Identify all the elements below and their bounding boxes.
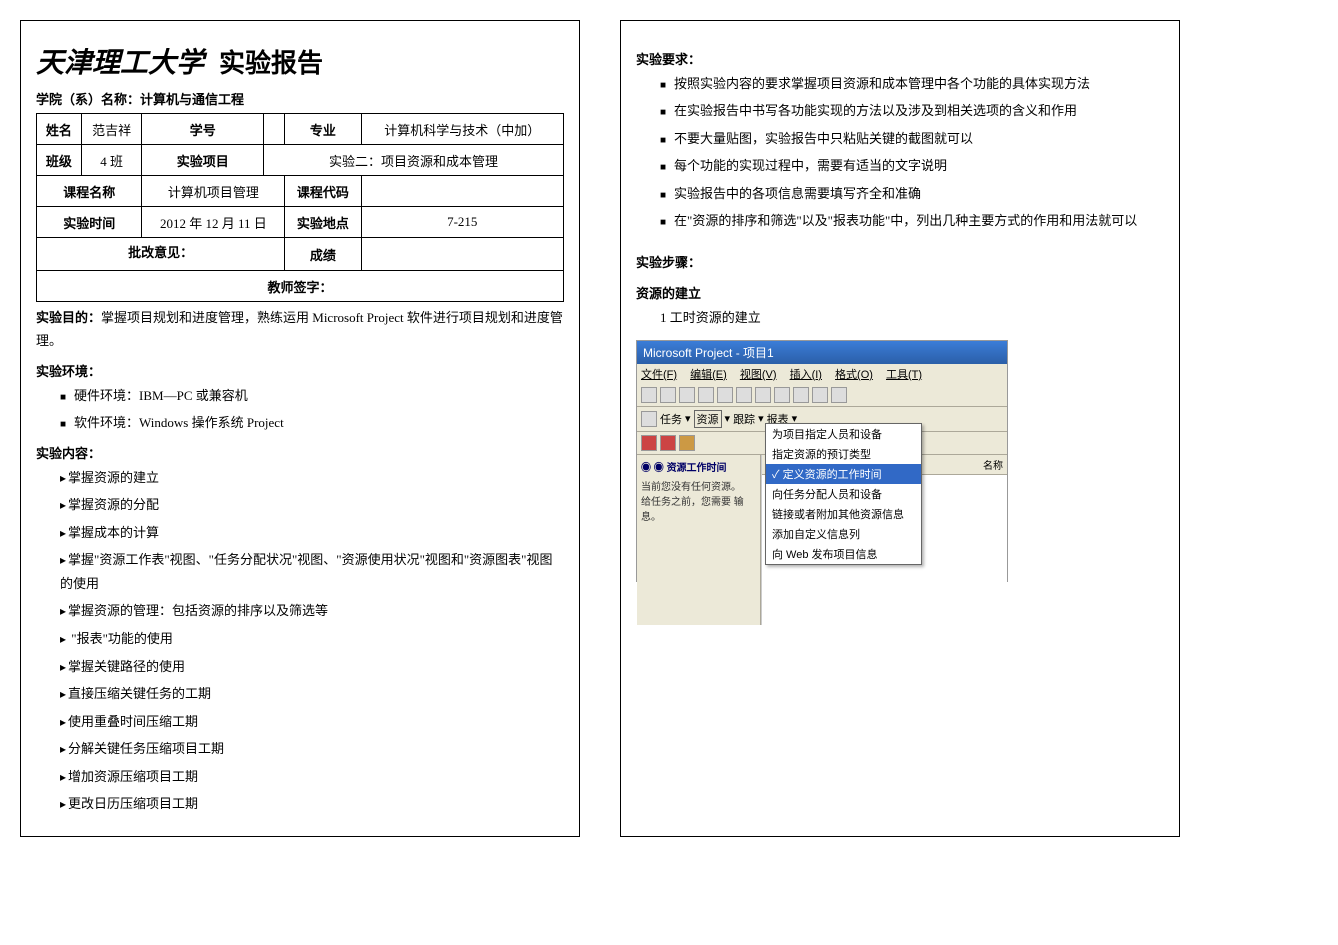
value-course: 计算机项目管理 xyxy=(142,176,285,207)
label-grade: 成绩 xyxy=(285,238,361,271)
toolbar-icon[interactable] xyxy=(641,387,657,403)
content-item: 直接压缩关键任务的工期 xyxy=(36,682,564,706)
value-major: 计算机科学与技术（中加） xyxy=(361,114,563,145)
content-item: 掌握资源的管理：包括资源的排序以及筛选等 xyxy=(36,599,564,623)
toolbar-icon[interactable] xyxy=(660,435,676,451)
tab-track[interactable]: 跟踪 xyxy=(733,411,755,427)
dropdown-item[interactable]: 添加自定义信息列 xyxy=(766,524,921,544)
req-item: 在实验报告中书写各功能实现的方法以及涉及到相关选项的含义和作用 xyxy=(636,99,1164,122)
content-item: 掌握资源的建立 xyxy=(36,466,564,490)
toolbar-icon[interactable] xyxy=(679,435,695,451)
content-item: 分解关键任务压缩项目工期 xyxy=(36,737,564,761)
dropdown-item[interactable]: 链接或者附加其他资源信息 xyxy=(766,504,921,524)
label-loc: 实验地点 xyxy=(285,207,361,238)
content-item: 掌握成本的计算 xyxy=(36,521,564,545)
value-name: 范吉祥 xyxy=(81,114,142,145)
toolbar-icon[interactable] xyxy=(812,387,828,403)
label-time: 实验时间 xyxy=(37,207,142,238)
resource-sub: 1 工时资源的建立 xyxy=(636,306,1164,329)
env-item: 软件环境：Windows 操作系统 Project xyxy=(36,411,564,434)
steps-label: 实验步骤： xyxy=(636,252,1164,271)
value-loc: 7-215 xyxy=(361,207,563,238)
req-label: 实验要求： xyxy=(636,49,1164,68)
dropdown-item-selected[interactable]: ✓ 定义资源的工作时间 xyxy=(766,464,921,484)
resource-label: 资源的建立 xyxy=(636,283,1164,302)
sidebar-title: 资源工作时间 xyxy=(667,463,727,474)
value-time: 2012 年 12 月 11 日 xyxy=(142,207,285,238)
toolbar-icon[interactable] xyxy=(641,411,657,427)
window-title: Microsoft Project - 项目1 xyxy=(637,341,1007,364)
exp-purpose: 实验目的：掌握项目规划和进度管理，熟练运用 Microsoft Project … xyxy=(36,306,564,353)
content-item: 掌握关键路径的使用 xyxy=(36,655,564,679)
purpose-label: 实验目的： xyxy=(36,310,101,325)
value-code xyxy=(361,176,563,207)
page-right: 实验要求： 按照实验内容的要求掌握项目资源和成本管理中各个功能的具体实现方法 在… xyxy=(620,20,1180,837)
ms-project-screenshot: Microsoft Project - 项目1 文件(F) 编辑(E) 视图(V… xyxy=(636,340,1008,582)
label-major: 专业 xyxy=(285,114,361,145)
menu-format[interactable]: 格式(O) xyxy=(835,369,873,381)
menu-tools[interactable]: 工具(T) xyxy=(886,369,922,381)
report-header: 天津理工大学 实验报告 xyxy=(36,41,564,81)
label-exp: 实验项目 xyxy=(142,145,263,176)
purpose-text: 掌握项目规划和进度管理，熟练运用 Microsoft Project 软件进行项… xyxy=(36,310,563,348)
value-id xyxy=(263,114,284,145)
content-item: 掌握资源的分配 xyxy=(36,493,564,517)
info-table: 姓名 范吉祥 学号 专业 计算机科学与技术（中加） 班级 4 班 实验项目 实验… xyxy=(36,113,564,302)
toolbar-icon[interactable] xyxy=(793,387,809,403)
teacher-sign: 教师签字： xyxy=(37,271,564,302)
content-item: 增加资源压缩项目工期 xyxy=(36,765,564,789)
value-exp: 实验二：项目资源和成本管理 xyxy=(263,145,563,176)
tab-resource[interactable]: 资源 xyxy=(694,410,722,428)
toolbar-icon[interactable] xyxy=(698,387,714,403)
label-feedback: 批改意见： xyxy=(37,238,285,271)
report-title: 实验报告 xyxy=(219,43,323,80)
toolbar-icon[interactable] xyxy=(755,387,771,403)
value-class: 4 班 xyxy=(81,145,142,176)
content-item: 掌握"资源工作表"视图、"任务分配状况"视图、"资源使用状况"视图和"资源图表"… xyxy=(36,548,564,595)
req-item: 不要大量贴图，实验报告中只粘贴关键的截图就可以 xyxy=(636,127,1164,150)
content-item: 更改日历压缩项目工期 xyxy=(36,792,564,816)
dropdown-item[interactable]: 向任务分配人员和设备 xyxy=(766,484,921,504)
label-course: 课程名称 xyxy=(37,176,142,207)
menu-file[interactable]: 文件(F) xyxy=(641,369,677,381)
menu-insert[interactable]: 插入(I) xyxy=(790,369,822,381)
req-item: 实验报告中的各项信息需要填写齐全和准确 xyxy=(636,182,1164,205)
env-label: 实验环境： xyxy=(36,361,564,380)
req-item: 每个功能的实现过程中，需要有适当的文字说明 xyxy=(636,154,1164,177)
dropdown-item[interactable]: 指定资源的预订类型 xyxy=(766,444,921,464)
content-item: "报表"功能的使用 xyxy=(36,627,564,651)
value-grade xyxy=(361,238,563,271)
label-code: 课程代码 xyxy=(285,176,361,207)
toolbar-icon[interactable] xyxy=(774,387,790,403)
university-name: 天津理工大学 xyxy=(36,41,204,81)
sidebar-panel: ◉ ◉ 资源工作时间 当前您没有任何资源。 给任务之前，您需要 输息。 xyxy=(637,455,761,625)
tab-task[interactable]: 任务 xyxy=(660,411,682,427)
content-label: 实验内容： xyxy=(36,443,564,462)
req-item: 按照实验内容的要求掌握项目资源和成本管理中各个功能的具体实现方法 xyxy=(636,72,1164,95)
toolbar-icons[interactable] xyxy=(637,384,1007,407)
dropdown-item[interactable]: 为项目指定人员和设备 xyxy=(766,424,921,444)
menu-edit[interactable]: 编辑(E) xyxy=(690,369,727,381)
sidebar-text: 给任务之前，您需要 输息。 xyxy=(641,493,756,523)
toolbar-icon[interactable] xyxy=(736,387,752,403)
label-id: 学号 xyxy=(142,114,263,145)
resource-dropdown[interactable]: 为项目指定人员和设备 指定资源的预订类型 ✓ 定义资源的工作时间 向任务分配人员… xyxy=(765,423,922,565)
dropdown-item[interactable]: 向 Web 发布项目信息 xyxy=(766,544,921,564)
toolbar-icon[interactable] xyxy=(660,387,676,403)
toolbar-icon[interactable] xyxy=(641,435,657,451)
menubar[interactable]: 文件(F) 编辑(E) 视图(V) 插入(I) 格式(O) 工具(T) xyxy=(637,364,1007,384)
page-left: 天津理工大学 实验报告 学院（系）名称：计算机与通信工程 姓名 范吉祥 学号 专… xyxy=(20,20,580,837)
toolbar-icon[interactable] xyxy=(679,387,695,403)
label-class: 班级 xyxy=(37,145,82,176)
toolbar-icon[interactable] xyxy=(831,387,847,403)
content-item: 使用重叠时间压缩工期 xyxy=(36,710,564,734)
env-item: 硬件环境：IBM—PC 或兼容机 xyxy=(36,384,564,407)
req-item: 在"资源的排序和筛选"以及"报表功能"中，列出几种主要方式的作用和用法就可以 xyxy=(636,209,1164,232)
menu-view[interactable]: 视图(V) xyxy=(740,369,777,381)
sidebar-text: 当前您没有任何资源。 xyxy=(641,478,756,493)
department-line: 学院（系）名称：计算机与通信工程 xyxy=(36,89,564,108)
label-name: 姓名 xyxy=(37,114,82,145)
toolbar-icon[interactable] xyxy=(717,387,733,403)
